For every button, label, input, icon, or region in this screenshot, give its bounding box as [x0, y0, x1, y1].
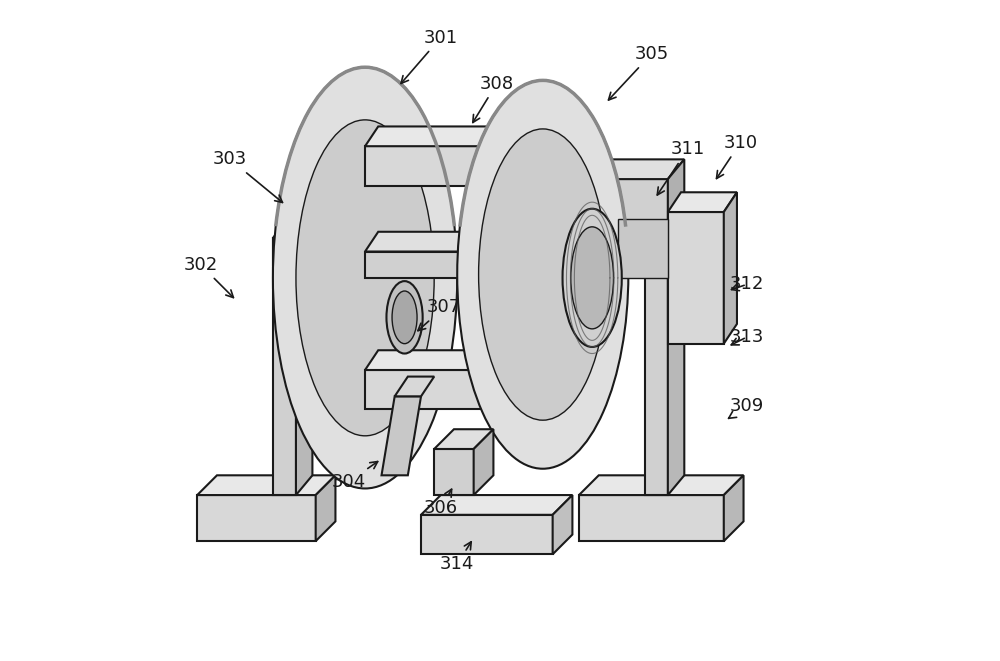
- Ellipse shape: [563, 209, 622, 347]
- Polygon shape: [197, 495, 316, 541]
- Polygon shape: [668, 219, 684, 495]
- Polygon shape: [382, 397, 421, 475]
- Polygon shape: [421, 495, 572, 515]
- Polygon shape: [618, 219, 668, 278]
- Polygon shape: [349, 212, 362, 239]
- Polygon shape: [395, 377, 434, 397]
- Polygon shape: [724, 192, 737, 344]
- Ellipse shape: [386, 281, 423, 354]
- Polygon shape: [668, 159, 684, 239]
- Polygon shape: [273, 239, 296, 495]
- Polygon shape: [543, 350, 556, 409]
- Polygon shape: [724, 475, 744, 541]
- Polygon shape: [645, 239, 668, 495]
- Ellipse shape: [392, 291, 417, 344]
- Text: 307: 307: [418, 299, 461, 330]
- Text: 301: 301: [401, 28, 458, 83]
- Polygon shape: [296, 219, 312, 495]
- Polygon shape: [434, 449, 474, 495]
- Ellipse shape: [571, 227, 614, 329]
- Polygon shape: [362, 192, 375, 239]
- Polygon shape: [273, 239, 362, 264]
- Ellipse shape: [296, 120, 434, 436]
- Polygon shape: [365, 370, 543, 409]
- Polygon shape: [365, 350, 556, 370]
- Polygon shape: [579, 495, 724, 541]
- Polygon shape: [365, 146, 543, 186]
- Text: 312: 312: [730, 276, 764, 293]
- Text: 314: 314: [440, 542, 474, 573]
- Polygon shape: [316, 475, 335, 541]
- Ellipse shape: [479, 129, 607, 420]
- Ellipse shape: [273, 67, 457, 488]
- Polygon shape: [273, 219, 375, 239]
- Text: 303: 303: [213, 150, 282, 202]
- Text: 302: 302: [183, 256, 233, 297]
- Polygon shape: [197, 475, 335, 495]
- Polygon shape: [273, 219, 312, 239]
- Polygon shape: [421, 515, 553, 555]
- Text: 306: 306: [424, 489, 458, 517]
- Polygon shape: [668, 212, 724, 344]
- Text: 309: 309: [728, 397, 764, 418]
- Polygon shape: [579, 179, 668, 239]
- Text: 305: 305: [608, 45, 669, 100]
- Polygon shape: [579, 159, 684, 179]
- Polygon shape: [349, 192, 375, 212]
- Polygon shape: [543, 232, 556, 278]
- Polygon shape: [543, 126, 556, 186]
- Polygon shape: [365, 126, 556, 146]
- Text: 311: 311: [657, 141, 705, 195]
- Polygon shape: [434, 429, 493, 449]
- Text: 304: 304: [331, 461, 378, 491]
- Polygon shape: [645, 219, 684, 239]
- Ellipse shape: [457, 81, 628, 469]
- Polygon shape: [365, 232, 556, 252]
- Polygon shape: [365, 252, 543, 278]
- Text: 308: 308: [473, 75, 514, 122]
- Polygon shape: [362, 219, 375, 264]
- Polygon shape: [553, 495, 572, 555]
- Polygon shape: [474, 429, 493, 495]
- Polygon shape: [579, 475, 744, 495]
- Text: 310: 310: [716, 134, 757, 178]
- Polygon shape: [668, 192, 737, 212]
- Text: 313: 313: [730, 328, 764, 346]
